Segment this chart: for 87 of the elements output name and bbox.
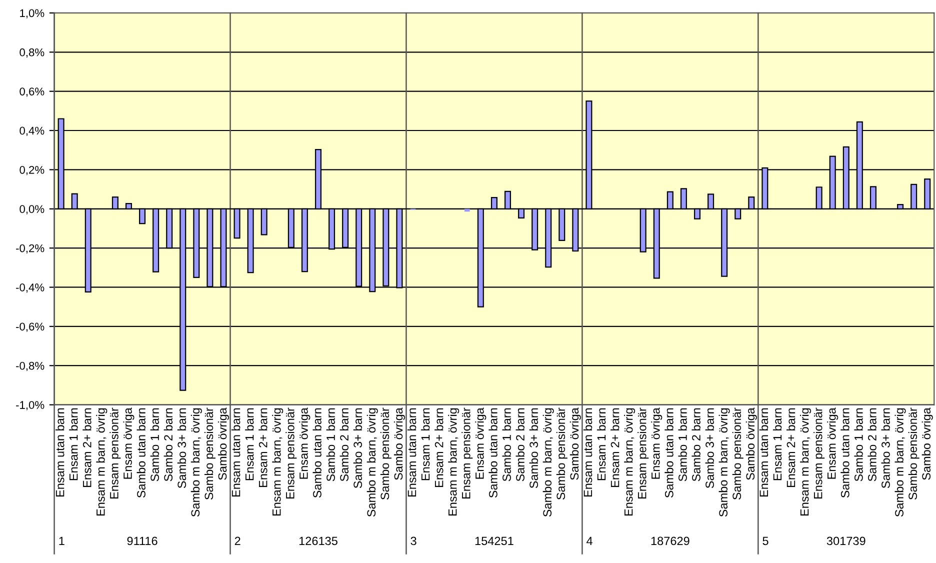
- x-tick-label: Ensam utan barn: [759, 408, 768, 497]
- text: 126135: [299, 536, 338, 546]
- x-tick-label: Sambo utan barn: [136, 408, 146, 498]
- y-tick-label: -0,4%: [16, 284, 44, 293]
- text: 301739: [826, 536, 866, 546]
- y-tick-label: 0,8%: [20, 48, 44, 58]
- x-tick-label: Sambo 3+ barn: [177, 408, 186, 488]
- x-tick-label: Ensam 1 barn: [245, 408, 254, 480]
- x-tick-label: Sambo övriga: [922, 408, 933, 480]
- x-tick-label: Ensam utan barn: [232, 408, 240, 497]
- x-tick-label: Sambo 3+ barn: [353, 408, 362, 488]
- x-tick-label: Ensam övriga: [827, 408, 838, 479]
- x-tick-label: Sambo övriga: [746, 408, 757, 480]
- x-tick-label: Sambo 1 barn: [678, 408, 687, 482]
- x-tick-label: Sambo 1 barn: [502, 408, 511, 482]
- x-tick-label: Sambo 2 barn: [692, 408, 700, 482]
- x-tick-label: Ensam pensionär: [814, 408, 825, 498]
- x-tick-label: Ensam 2+ barn: [434, 408, 444, 487]
- x-tick-label: Sambo 2 barn: [164, 408, 173, 482]
- text: 3: [410, 536, 416, 546]
- x-tick-label: Sambo övriga: [218, 408, 229, 480]
- bar: [464, 208, 470, 212]
- x-tick-label: Sambo 3+ barn: [705, 408, 714, 488]
- x-tick-label: Sambo m barn, övrig: [190, 408, 202, 517]
- y-tick-label: 1,0%: [20, 9, 44, 18]
- text: 1: [59, 536, 64, 545]
- x-tick-label: Sambo utan barn: [840, 408, 850, 498]
- x-tick-label: Ensam utan barn: [583, 408, 592, 497]
- x-tick-label: Ensam pensionär: [110, 408, 121, 498]
- text: 91116: [127, 536, 158, 546]
- x-tick-label: Ensam m barn, övrig: [800, 408, 812, 516]
- x-tick-label: Ensam m barn, övrig: [96, 408, 108, 516]
- x-tick-label: Sambo 2 barn: [868, 408, 876, 482]
- x-tick-label: Ensam 2+ barn: [258, 408, 268, 487]
- text: 187629: [651, 536, 690, 546]
- y-tick-label: -1,0%: [16, 401, 44, 410]
- text: 5: [762, 536, 768, 546]
- x-tick-label: Ensam 1 barn: [596, 408, 606, 480]
- x-tick-label: Sambo utan barn: [664, 408, 674, 498]
- x-tick-label: Sambo 1 barn: [150, 408, 159, 482]
- y-tick-label: 0,6%: [20, 88, 44, 97]
- x-tick-label: Sambo 2 barn: [340, 408, 348, 482]
- y-tick-label: -0,6%: [16, 322, 44, 332]
- x-tick-label: Sambo pensionär: [908, 408, 920, 500]
- y-tick-label: 0,2%: [20, 166, 44, 176]
- x-tick-label: Sambo pensionär: [732, 408, 744, 500]
- x-tick-label: Sambo övriga: [394, 408, 405, 480]
- x-tick-label: Ensam 2+ barn: [610, 408, 620, 487]
- x-tick-label: Sambo 1 barn: [854, 408, 863, 482]
- x-tick-label: Sambo övriga: [570, 408, 581, 480]
- x-tick-label: Sambo m barn, övrig: [366, 408, 378, 517]
- x-tick-label: Ensam övriga: [123, 408, 134, 479]
- x-tick-label: Sambo m barn, övrig: [542, 408, 554, 517]
- x-tick-label: Sambo 2 barn: [516, 408, 524, 482]
- x-tick-label: Ensam 1 barn: [772, 408, 782, 480]
- x-tick-label: Sambo 1 barn: [326, 408, 335, 482]
- x-tick-label: Sambo m barn, övrig: [718, 408, 730, 517]
- x-tick-label: Ensam utan barn: [407, 408, 416, 497]
- x-tick-label: Ensam utan barn: [56, 408, 64, 497]
- y-tick-label: 0,0%: [20, 205, 44, 214]
- x-tick-label: Sambo 3+ barn: [529, 408, 538, 488]
- text: 4: [586, 536, 592, 545]
- x-tick-label: Ensam 2+ barn: [786, 408, 796, 487]
- x-tick-label: Ensam pensionär: [638, 408, 649, 498]
- y-tick-label: -0,8%: [16, 362, 44, 372]
- x-tick-label: Ensam pensionär: [286, 408, 297, 498]
- text: 2: [234, 536, 240, 545]
- x-tick-label: Ensam 1 barn: [69, 408, 78, 480]
- x-tick-label: Ensam pensionär: [462, 408, 473, 498]
- x-tick-label: Ensam övriga: [299, 408, 310, 479]
- x-tick-label: Sambo utan barn: [488, 408, 498, 498]
- x-tick-label: Ensam övriga: [651, 408, 662, 479]
- x-tick-label: Sambo utan barn: [312, 408, 322, 498]
- x-tick-label: Sambo pensionär: [556, 408, 568, 500]
- x-tick-label: Sambo pensionär: [380, 408, 392, 500]
- x-tick-label: Ensam 2+ barn: [82, 408, 92, 487]
- text: 154251: [475, 536, 514, 546]
- x-tick-label: Sambo 3+ barn: [881, 408, 890, 488]
- x-tick-label: Ensam m barn, övrig: [624, 408, 636, 516]
- x-tick-label: Ensam m barn, övrig: [448, 408, 460, 516]
- y-tick-label: 0,4%: [20, 126, 44, 136]
- x-tick-label: Sambo pensionär: [204, 408, 216, 500]
- x-tick-label: Sambo m barn, övrig: [894, 408, 906, 517]
- x-tick-label: Ensam m barn, övrig: [272, 408, 284, 516]
- x-tick-label: Ensam övriga: [475, 408, 486, 479]
- y-tick-label: -0,2%: [16, 244, 44, 254]
- x-tick-label: Ensam 1 barn: [421, 408, 430, 480]
